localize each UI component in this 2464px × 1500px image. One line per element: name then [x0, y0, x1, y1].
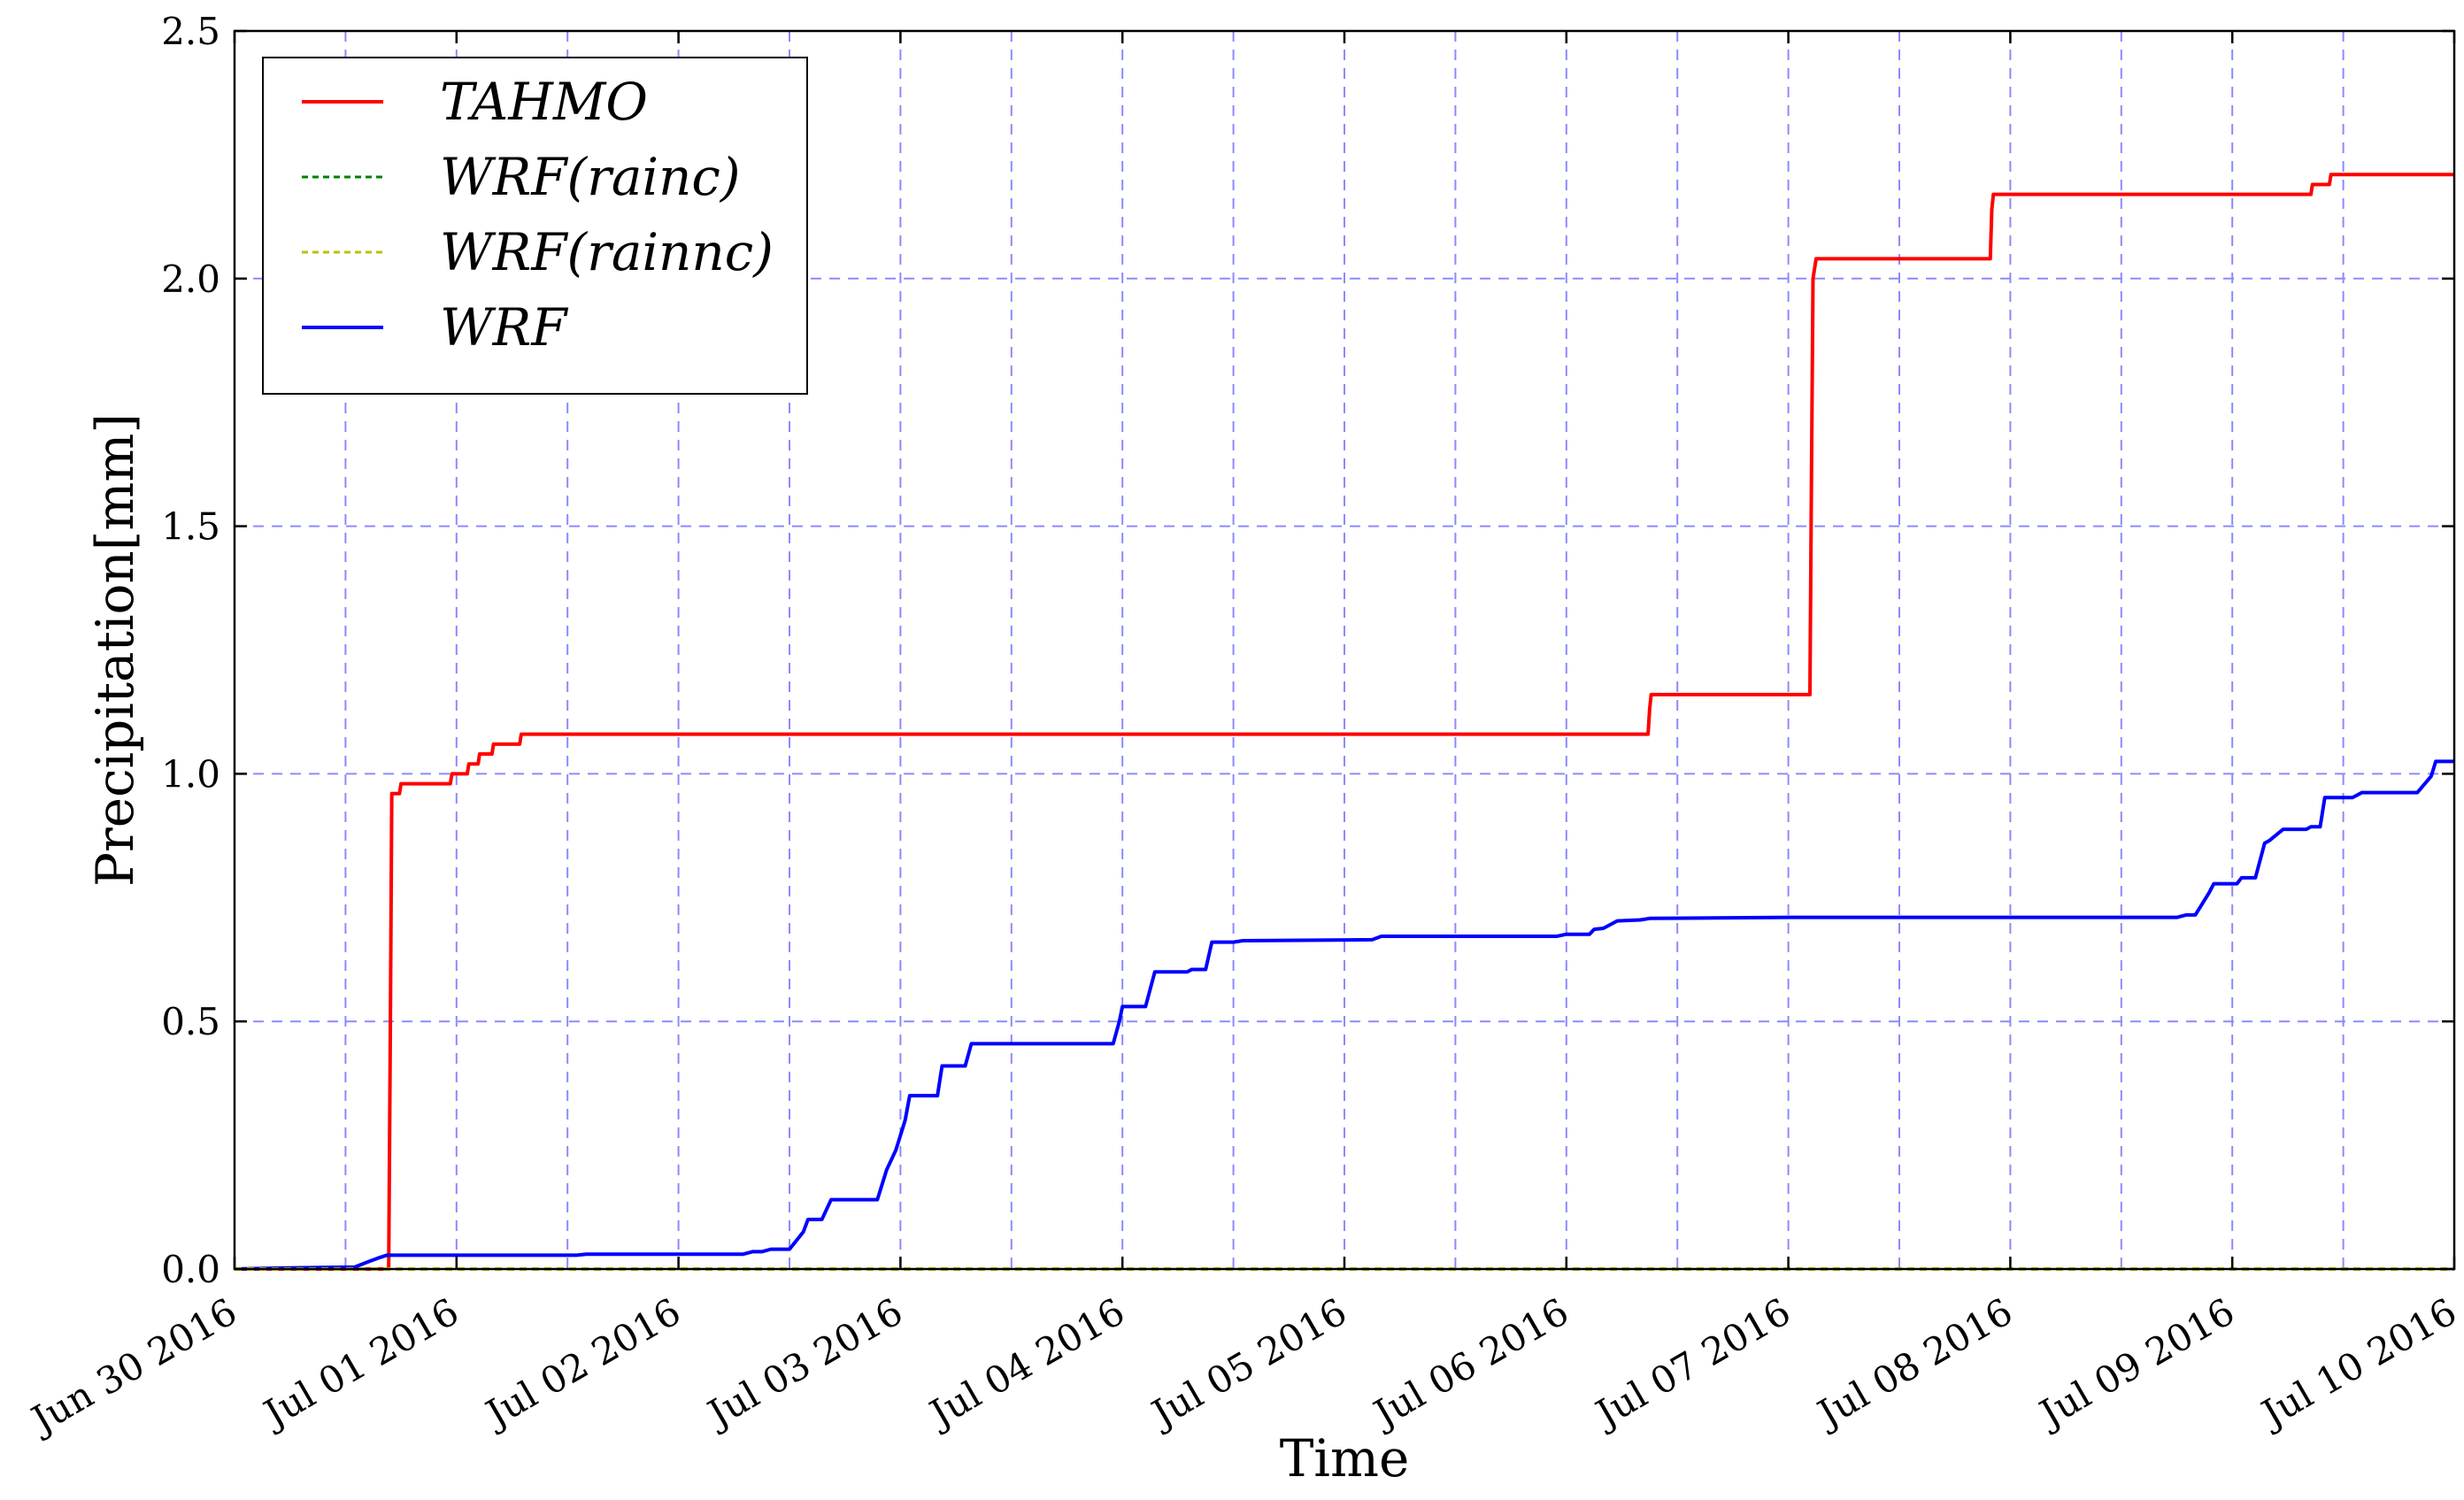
x-tick-label: Jul 03 2016: [697, 1289, 910, 1437]
series-line-tahmo: [235, 173, 2454, 1271]
legend-label-wrf-rainc: WRF(rainc): [440, 147, 740, 207]
legend: TAHMO WRF(rainc) WRF(rainnc) WRF: [262, 57, 808, 395]
y-tick-labels: 0.0 0.5 1.0 1.5 2.0 2.5: [161, 10, 220, 1291]
y-tick-label: 2.0: [161, 258, 220, 301]
x-tick-label: Jul 09 2016: [2029, 1289, 2242, 1437]
x-tick-label: Jul 01 2016: [254, 1289, 466, 1437]
y-tick-label: 1.5: [161, 505, 220, 549]
legend-label-tahmo: TAHMO: [440, 72, 648, 132]
legend-label-wrf: WRF: [440, 297, 568, 358]
x-tick-label: Jul 10 2016: [2252, 1289, 2464, 1437]
x-tick-label: Jul 05 2016: [1142, 1289, 1354, 1437]
legend-label-wrf-rainnc: WRF(rainnc): [440, 222, 774, 282]
series-line-wrf: [234, 759, 2454, 1271]
x-tick-label: Jun 30 2016: [21, 1289, 243, 1442]
x-tick-label: Jul 08 2016: [1807, 1289, 2020, 1437]
y-tick-label: 0.0: [161, 1248, 220, 1291]
y-tick-label: 2.5: [161, 10, 220, 53]
tick-marks: [233, 29, 2456, 1271]
x-tick-label: Jul 02 2016: [476, 1289, 689, 1437]
legend-box: [262, 57, 808, 395]
x-axis-label: Time: [1280, 1428, 1410, 1488]
x-tick-labels: Jun 30 2016 Jul 01 2016 Jul 02 2016 Jul 03 …: [21, 1289, 2463, 1442]
x-tick-label: Jul 07 2016: [1586, 1289, 1798, 1437]
x-tick-label: Jul 06 2016: [1364, 1289, 1576, 1437]
y-axis-label: Precipitation[mm]: [85, 413, 145, 887]
x-tick-label: Jul 04 2016: [920, 1289, 1132, 1437]
y-tick-label: 1.0: [161, 752, 220, 796]
y-tick-label: 0.5: [161, 1000, 220, 1043]
